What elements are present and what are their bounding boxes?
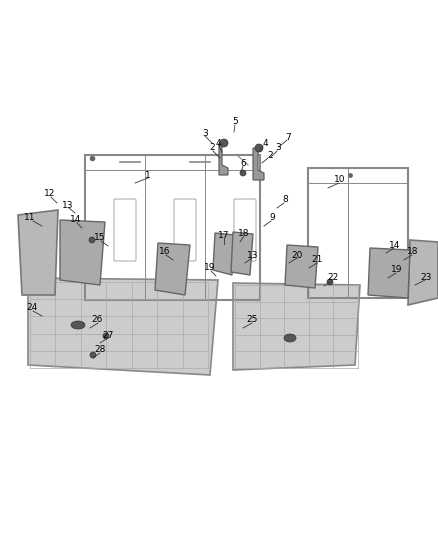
Polygon shape	[231, 232, 253, 275]
Text: 10: 10	[334, 175, 346, 184]
Text: 14: 14	[71, 215, 82, 224]
Ellipse shape	[284, 334, 296, 342]
Text: 16: 16	[159, 247, 171, 256]
Polygon shape	[60, 220, 105, 285]
Text: 3: 3	[275, 143, 281, 152]
Text: 8: 8	[282, 196, 288, 205]
Polygon shape	[219, 143, 228, 175]
Polygon shape	[233, 283, 360, 370]
Text: 23: 23	[420, 272, 432, 281]
Text: 2: 2	[267, 150, 273, 159]
Circle shape	[89, 237, 95, 243]
Text: 2: 2	[209, 143, 215, 152]
Circle shape	[103, 333, 109, 339]
Circle shape	[90, 352, 96, 358]
Text: 18: 18	[238, 229, 250, 238]
Text: 3: 3	[202, 128, 208, 138]
Circle shape	[255, 144, 263, 152]
Polygon shape	[28, 278, 218, 375]
Text: 24: 24	[26, 303, 38, 312]
Text: 28: 28	[94, 345, 106, 354]
Text: 21: 21	[311, 255, 323, 264]
Circle shape	[240, 170, 246, 176]
Text: 22: 22	[327, 273, 339, 282]
Polygon shape	[408, 240, 438, 305]
Text: 6: 6	[240, 158, 246, 167]
Text: 7: 7	[285, 133, 291, 141]
Polygon shape	[368, 248, 410, 298]
Text: 13: 13	[62, 200, 74, 209]
Text: 20: 20	[291, 251, 303, 260]
Text: 26: 26	[91, 316, 102, 325]
Circle shape	[220, 139, 228, 147]
Circle shape	[327, 279, 333, 285]
Text: 12: 12	[44, 190, 56, 198]
Polygon shape	[285, 245, 318, 288]
Polygon shape	[155, 243, 190, 295]
Text: 15: 15	[94, 233, 106, 243]
Text: 19: 19	[204, 263, 216, 272]
Text: 4: 4	[262, 139, 268, 148]
Text: 14: 14	[389, 240, 401, 249]
Text: 11: 11	[24, 214, 36, 222]
Ellipse shape	[71, 321, 85, 329]
Bar	[85, 155, 260, 300]
Text: 17: 17	[218, 230, 230, 239]
Text: 4: 4	[215, 139, 221, 148]
Text: 9: 9	[269, 214, 275, 222]
Text: 5: 5	[232, 117, 238, 126]
Text: 19: 19	[391, 265, 403, 274]
Text: 18: 18	[407, 247, 419, 256]
Polygon shape	[213, 233, 235, 275]
Bar	[308, 168, 408, 298]
Text: 1: 1	[145, 171, 151, 180]
Polygon shape	[18, 210, 58, 295]
Text: 25: 25	[246, 316, 258, 325]
Polygon shape	[253, 148, 264, 180]
Text: 27: 27	[102, 330, 114, 340]
Text: 13: 13	[247, 251, 259, 260]
